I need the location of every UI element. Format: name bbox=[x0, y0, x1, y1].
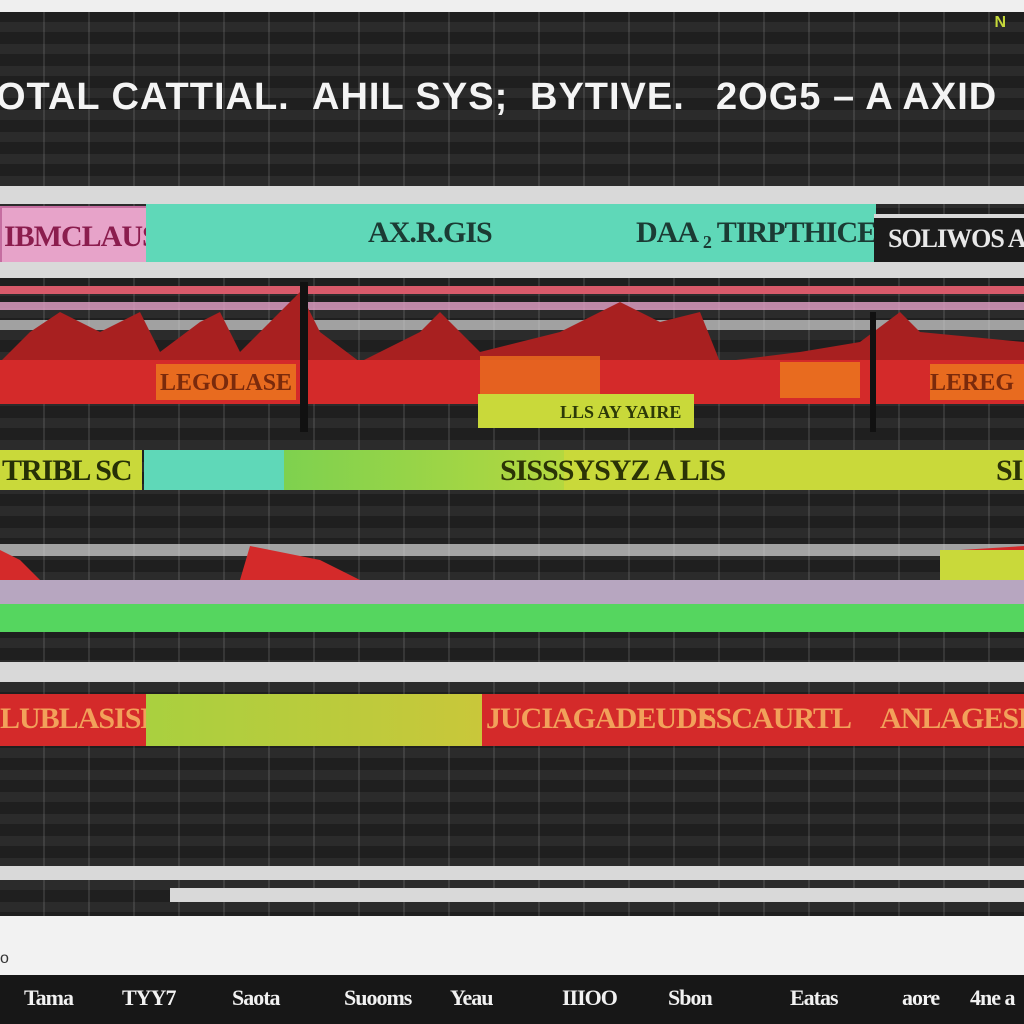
waveform-body bbox=[0, 580, 1024, 604]
title-part-4: 2OG5 – A AXID bbox=[716, 76, 998, 118]
track-gradient-bar[interactable]: SISSSYSYZ A LIS SI bbox=[144, 450, 1024, 490]
playhead[interactable] bbox=[300, 282, 308, 432]
page-title: OTAL CATTIAL. AHIL SYS; BYTIVE. 2OG5 – A… bbox=[0, 60, 1024, 130]
time-axis: Tama TYY7 Saota Suooms Yeau IIIOO Sbon E… bbox=[0, 975, 1024, 1024]
yellow-segment bbox=[940, 550, 1024, 584]
waveform-peaks bbox=[0, 292, 1024, 362]
waveform-green bbox=[0, 604, 1024, 632]
stripe bbox=[0, 286, 1024, 294]
axis-zero-mark: o bbox=[0, 950, 9, 967]
stripe bbox=[0, 302, 1024, 310]
axis-tick-label: Sbon bbox=[668, 985, 713, 1010]
waveform-track-2 bbox=[0, 544, 1024, 632]
divider-strip bbox=[0, 866, 1024, 880]
yellow-segment-label: LLS AY YAIRE bbox=[560, 402, 681, 422]
orange-segment-label: LEGOLASE bbox=[160, 370, 292, 396]
orange-segment bbox=[930, 364, 1024, 400]
corner-mark: N bbox=[994, 14, 1006, 31]
track-yellow-segment[interactable] bbox=[146, 694, 482, 746]
orange-segment-label: LEREG bbox=[930, 370, 1014, 396]
orange-segment bbox=[156, 364, 296, 400]
axis-tick-label: IIIOO bbox=[562, 985, 618, 1010]
track-label-left[interactable]: IBMCLAUS bbox=[0, 206, 150, 268]
divider-strip bbox=[170, 888, 1024, 902]
axis-area bbox=[0, 916, 1024, 976]
title-part-2: AHIL SYS; bbox=[312, 76, 509, 118]
track-label-yellow[interactable]: TRIBL SC bbox=[0, 450, 142, 490]
orange-segment bbox=[780, 362, 860, 398]
stripe bbox=[0, 320, 1024, 330]
axis-tick-label: Yeau bbox=[450, 985, 493, 1010]
axis-tick-label: TYY7 bbox=[122, 985, 176, 1010]
marker-line[interactable] bbox=[870, 312, 876, 432]
divider-strip bbox=[0, 186, 1024, 204]
divider-strip bbox=[0, 662, 1024, 682]
title-part-3: BYTIVE. bbox=[530, 76, 685, 118]
track-label-right[interactable]: SOLIWOS A bbox=[874, 214, 1024, 262]
axis-tick-label: Tama bbox=[24, 985, 74, 1010]
axis-tick-label: Saota bbox=[232, 985, 281, 1010]
axis-tick-label: aore bbox=[902, 985, 940, 1010]
orange-segment bbox=[480, 356, 600, 396]
window-top-bar bbox=[0, 0, 1024, 12]
waveform-track-1: LEGOLASE LEREG LLS AY YAIRE bbox=[0, 282, 1024, 432]
divider-strip bbox=[0, 262, 1024, 278]
track-teal-bar[interactable]: AX.R.GIS DAA ₂ TIRPTHICE bbox=[146, 204, 876, 262]
waveform-peaks bbox=[0, 546, 1024, 580]
yellow-segment bbox=[478, 394, 694, 428]
title-part-1: OTAL CATTIAL. bbox=[0, 76, 290, 118]
axis-tick-label: Eatas bbox=[790, 985, 839, 1010]
stripe bbox=[0, 544, 1024, 556]
axis-tick-label: 4ne a bbox=[970, 985, 1015, 1010]
axis-tick-label: Suooms bbox=[344, 985, 412, 1010]
